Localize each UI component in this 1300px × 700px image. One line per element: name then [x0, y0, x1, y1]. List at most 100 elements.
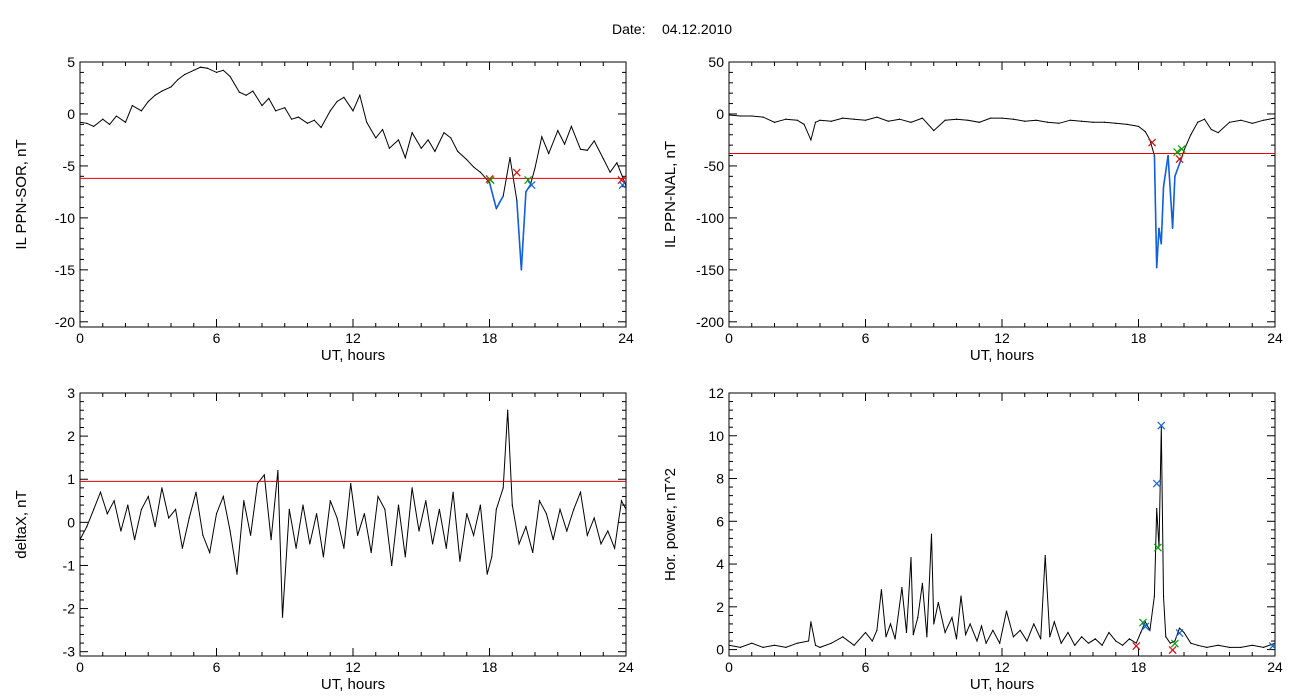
data-point [250, 534, 252, 536]
data-point [1012, 118, 1014, 120]
data-point [252, 90, 254, 92]
data-point [459, 560, 461, 562]
y-tick-label: -3 [63, 644, 76, 660]
data-point [450, 137, 452, 139]
data-point [302, 504, 304, 506]
data-point [1274, 117, 1275, 119]
data-point [955, 638, 958, 640]
data-point [1158, 546, 1160, 548]
data-point [796, 642, 798, 644]
y-tick-label: -10 [55, 210, 75, 226]
y-tick-label: -20 [55, 314, 75, 330]
plot-area: ×××××××××× [729, 418, 1275, 656]
data-point [785, 118, 787, 120]
data-point [1081, 636, 1083, 638]
data-point [1206, 646, 1208, 649]
data-point [263, 474, 265, 476]
data-point [1121, 644, 1124, 646]
data-point [1144, 131, 1146, 133]
data-point [1169, 642, 1171, 644]
data-point [1210, 128, 1212, 131]
series-line [80, 66, 626, 270]
data-point [115, 115, 117, 117]
data-point [1197, 644, 1199, 646]
data-point [375, 137, 377, 139]
data-point [853, 644, 855, 646]
data-point [1203, 118, 1206, 120]
data-point [1115, 640, 1117, 642]
data-point [579, 148, 582, 150]
data-point [1049, 636, 1051, 638]
data-point [131, 105, 133, 107]
data-point [990, 117, 992, 119]
highlight-segment [1155, 228, 1160, 268]
data-point [607, 530, 609, 532]
data-point [538, 500, 541, 502]
plot-area: ×× × ×× ×× [80, 66, 628, 271]
data-point [195, 491, 197, 493]
data-point [1024, 120, 1026, 122]
data-point [921, 582, 923, 584]
data-point [322, 556, 325, 558]
data-point [288, 508, 290, 511]
highlight-segment [516, 200, 523, 270]
data-point [965, 634, 967, 636]
data-point [810, 139, 812, 141]
data-point [329, 500, 331, 502]
data-point [404, 157, 406, 159]
data-point [593, 140, 595, 142]
x-tick-label: 24 [618, 659, 634, 675]
x-axis-label: UT, hours [321, 347, 385, 364]
data-point [960, 595, 962, 597]
data-point [930, 533, 933, 535]
data-point [894, 638, 896, 640]
data-point [313, 119, 315, 121]
data-point [814, 644, 817, 646]
data-point [1153, 595, 1156, 597]
x-tick-label: 6 [862, 659, 870, 675]
data-point [534, 167, 536, 169]
data-point [284, 107, 286, 109]
data-point [1183, 631, 1185, 634]
data-point [566, 530, 568, 532]
data-point [388, 147, 390, 149]
data-point [853, 118, 855, 120]
data-point [215, 513, 218, 515]
x-tick-label: 24 [618, 330, 634, 346]
data-point [127, 504, 129, 506]
data-point [270, 538, 272, 541]
data-point [1019, 629, 1021, 631]
highlight-segment [488, 182, 498, 209]
y-tick-label: 3 [67, 385, 75, 401]
data-point [773, 644, 776, 646]
data-point [889, 623, 892, 625]
panel-sor: 0 6 12 18 24 5 0 -5 -10 -15 -20 UT, hours IL PPN-SOR… [13, 54, 634, 364]
data-point [99, 491, 102, 493]
series-line [729, 114, 1275, 268]
x-tick-label: 0 [725, 659, 733, 675]
data-point [336, 100, 338, 103]
y-tick-label: 2 [716, 599, 724, 615]
x-tick-label: 6 [213, 659, 221, 675]
data-point [113, 500, 115, 502]
data-point [1035, 119, 1037, 121]
data-point [830, 120, 832, 122]
data-point [275, 110, 277, 112]
data-point [976, 640, 978, 642]
event-marker: × [616, 172, 628, 188]
data-point [552, 538, 554, 541]
data-point [366, 121, 368, 123]
x-tick-label: 18 [482, 330, 498, 346]
y-axis-label: Hor. power, nT^2 [662, 468, 679, 581]
data-point [281, 616, 284, 618]
y-tick-label: 0 [716, 106, 724, 122]
event-marker: × [522, 172, 534, 188]
data-point [1026, 640, 1028, 642]
event-marker: × [1151, 476, 1163, 492]
data-point [261, 105, 263, 107]
data-point [1160, 426, 1162, 428]
data-point [905, 631, 908, 634]
data-point [1162, 595, 1165, 597]
data-point [343, 547, 345, 549]
data-point [445, 547, 447, 549]
